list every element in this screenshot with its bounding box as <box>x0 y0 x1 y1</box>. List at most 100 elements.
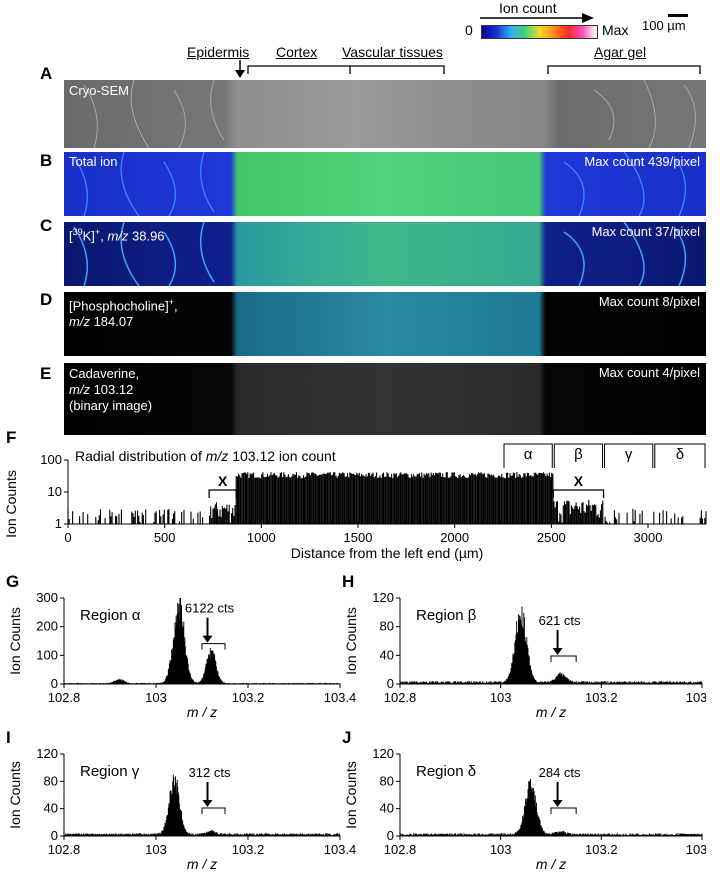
spectrum-y-axis-label: Ion Counts <box>343 607 359 675</box>
f-x-marker-bracket <box>552 489 605 498</box>
potassium-label-mid: K] <box>82 228 95 244</box>
spectrum-x-tick-label: 102.8 <box>384 690 417 705</box>
spectrum-x-tick-label: 103.2 <box>585 842 618 857</box>
radial-bars <box>67 472 707 524</box>
spectrum-x-tick-label: 103 <box>145 842 167 857</box>
spectrum-x-tick-label: 103.4 <box>324 842 357 857</box>
spectrum-y-tick-label: 120 <box>36 746 58 761</box>
panel-letter-a: A <box>40 64 53 83</box>
phosphocholine-charge: + <box>168 297 175 307</box>
spectrum-y-tick-label: 0 <box>387 676 394 691</box>
total-ion-label: Total ion <box>69 154 118 169</box>
f-region-label: α <box>524 446 533 463</box>
spectrum-bars <box>63 774 341 836</box>
spectrum-y-tick-label: 40 <box>44 801 58 816</box>
spectrum-region-label: Region δ <box>416 763 476 780</box>
spectrum-x-tick-label: 102.8 <box>384 842 417 857</box>
spectrum-x-axis-label: m / z <box>187 856 217 872</box>
panel-f-title-pre: Radial distribution of <box>75 448 206 464</box>
phosphocholine-mz: m/z <box>69 314 90 330</box>
cadaverine-label: Cadaverine, m/z 103.12 (binary image) <box>69 366 152 414</box>
f-region-box <box>553 443 604 468</box>
f-region-box <box>503 443 553 468</box>
panel-letter-e: E <box>40 364 52 383</box>
panel-f-title: Radial distribution of m/z 103.12 ion co… <box>75 448 336 464</box>
f-x-tick-label: 1500 <box>344 530 373 545</box>
f-x-tick-label: 3000 <box>634 530 663 545</box>
spectrum-x-tick-label: 103 <box>490 842 512 857</box>
spectrum-y-tick-label: 80 <box>380 773 394 788</box>
image-total-ion: Total ion Max count 439/pixel <box>64 152 706 216</box>
f-region-label: γ <box>625 446 633 463</box>
spectrum-arrowhead <box>202 635 213 643</box>
anatomy-brackets <box>235 60 701 78</box>
spectrum-y-tick-label: 120 <box>372 746 394 761</box>
phosphocholine-label: [Phosphocholine]+, m/z 184.07 <box>69 294 178 330</box>
phosphocholine-line1-post: , <box>174 298 178 314</box>
spectrum-x-tick-label: 103.2 <box>232 690 265 705</box>
f-x-tick-label: 2500 <box>537 530 566 545</box>
f-region-box <box>654 443 706 468</box>
spectrum-x-axis-label: m / z <box>536 856 566 872</box>
image-cryo-sem: Cryo-SEM <box>64 80 706 148</box>
potassium-texture <box>73 222 687 286</box>
f-x-tick-label: 1000 <box>247 530 276 545</box>
colorbar-gradient <box>481 25 598 39</box>
spectrum-annotation: 312 cts <box>189 765 231 780</box>
f-region-label: β <box>574 446 583 463</box>
scale-bar <box>668 14 688 17</box>
spectrum-y-tick-label: 40 <box>380 801 394 816</box>
spectrum-chart-region-delta: 0 40 80 120 102.8 103 103.2 103.4 m / z Ion Count… <box>343 746 706 872</box>
phosphocholine-value: 184.07 <box>89 314 134 330</box>
label-vascular: Vascular tissues <box>342 44 443 60</box>
label-agar: Agar gel <box>594 44 647 60</box>
spectrum-x-axis-label: m / z <box>187 704 217 720</box>
spectrum-region-label: Region α <box>80 607 141 624</box>
spectrum-y-tick-label: 80 <box>380 619 394 634</box>
spectrum-chart-region-gamma: 0 40 80 120 102.8 103 103.2 103.4 m / z Ion Count… <box>7 746 357 872</box>
cryo-sem-label: Cryo-SEM <box>69 83 129 98</box>
spectrum-annotation: 621 cts <box>539 613 581 628</box>
potassium-label-value: 38.96 <box>128 228 165 244</box>
spectrum-y-axis-label: Ion Counts <box>7 761 23 829</box>
spectrum-x-axis-label: m / z <box>536 704 566 720</box>
cadaverine-mz: m/z <box>69 382 90 397</box>
image-cadaverine: Cadaverine, m/z 103.12 (binary image) Ma… <box>64 363 706 435</box>
spectrum-x-tick-label: 103.2 <box>232 842 265 857</box>
panel-letter-c: C <box>40 216 53 235</box>
colorbar-max-label: Max <box>602 22 629 38</box>
spectrum-y-tick-label: 100 <box>36 647 58 662</box>
spectrum-x-tick-label: 103.2 <box>585 690 618 705</box>
spectrum-y-tick-label: 0 <box>51 676 58 691</box>
f-x-axis-label: Distance from the left end (µm) <box>291 545 483 561</box>
spectrum-bracket <box>550 807 577 814</box>
spectrum-x-tick-label: 103.4 <box>324 690 357 705</box>
f-x-tick-label: 0 <box>64 530 71 545</box>
scale-bar-label: 100 µm <box>642 18 686 33</box>
cadaverine-max: Max count 4/pixel <box>598 365 700 380</box>
colorbar-min-label: 0 <box>465 22 473 38</box>
spectrum-x-tick-label: 103 <box>490 690 512 705</box>
total-ion-texture <box>73 152 687 216</box>
f-y-tick-label: 10 <box>48 484 62 499</box>
spectrum-x-tick-label: 103.4 <box>686 842 706 857</box>
label-cortex: Cortex <box>276 44 318 60</box>
spectrum-x-tick-label: 102.8 <box>48 690 81 705</box>
image-phosphocholine: [Phosphocholine]+, m/z 184.07 Max count … <box>64 292 706 356</box>
f-region-label: δ <box>676 446 684 463</box>
spectrum-chart-region-alpha: 0 100 200 300 102.8 103 103.2 103.4 m / z Ion Cou… <box>7 590 357 720</box>
colorbar-title: Ion count <box>499 0 557 16</box>
f-x-marker-label: X <box>218 473 228 489</box>
spectrum-arrowhead <box>552 800 563 807</box>
spectrum-y-tick-label: 120 <box>372 590 394 605</box>
spectrum-y-tick-label: 0 <box>51 828 58 843</box>
panel-letter-f: F <box>6 428 17 447</box>
potassium-label-post: , <box>100 228 108 244</box>
image-potassium: [39K]+, m/z 38.96 Max count 37/pixel <box>64 222 706 286</box>
spectrum-y-tick-label: 0 <box>387 828 394 843</box>
potassium-label-mz: m/z <box>107 228 129 244</box>
spectrum-chart-region-beta: 0 40 80 120 102.8 103 103.2 103.4 m / z Ion Count… <box>343 590 706 720</box>
spectrum-x-tick-label: 102.8 <box>48 842 81 857</box>
spectrum-x-tick-label: 103.4 <box>686 690 706 705</box>
spectrum-bracket <box>201 807 226 814</box>
